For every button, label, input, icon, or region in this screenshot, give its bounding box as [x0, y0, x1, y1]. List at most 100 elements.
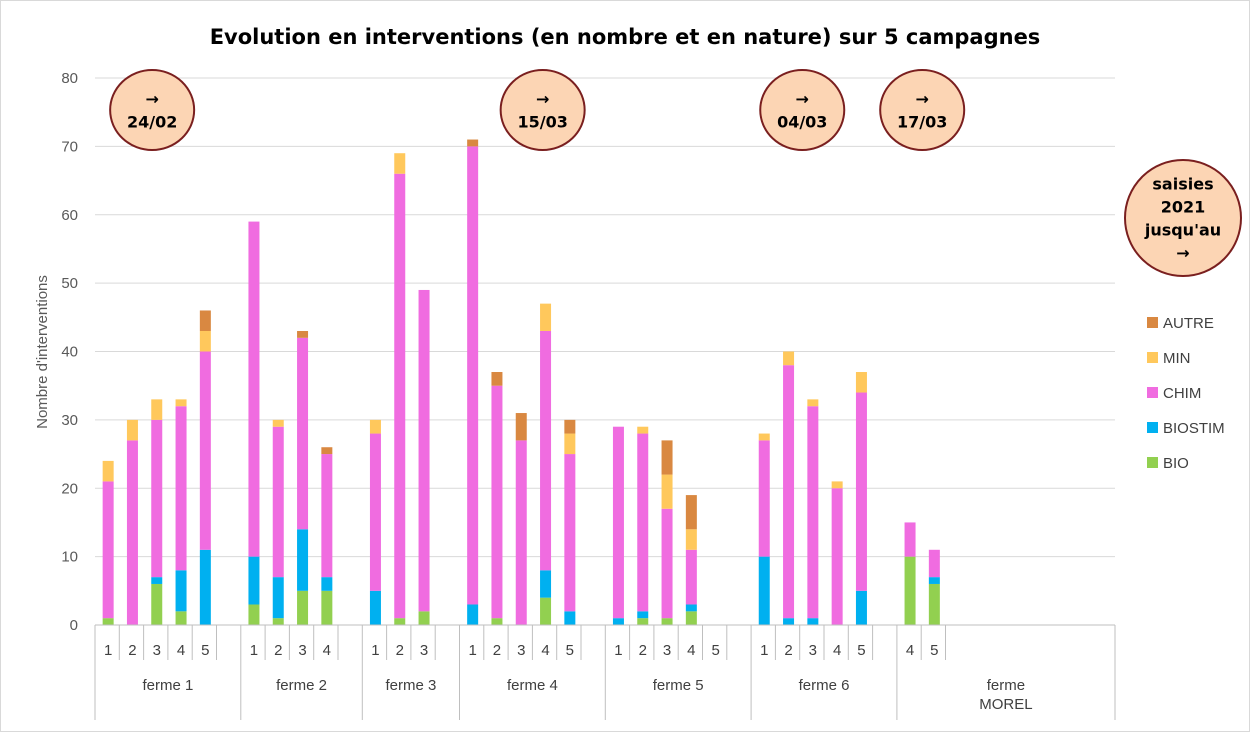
x-tick-label: 5: [711, 642, 719, 659]
x-tick-label: 5: [566, 642, 574, 659]
bar-biostim-ferme-2-3: [297, 529, 309, 591]
bar-autre-ferme-4-1: [467, 139, 479, 147]
annotation-text: 17/03: [897, 113, 947, 132]
bar-chim-ferme-5-4: [685, 549, 697, 605]
x-tick-label: 3: [153, 642, 161, 659]
legend-label-autre: AUTRE: [1163, 315, 1214, 332]
bar-biostim-ferme-4-1: [467, 604, 479, 625]
bar-chim-ferme-6-4: [831, 488, 843, 625]
x-tick-label: 3: [663, 642, 671, 659]
bar-biostim-ferme-2-4: [321, 577, 333, 591]
group-label: ferme 6: [799, 677, 850, 694]
x-tick-label: 1: [104, 642, 112, 659]
legend-label-biostim: BIOSTIM: [1163, 420, 1225, 437]
x-tick-label: 3: [420, 642, 428, 659]
y-tick-label: 10: [61, 549, 78, 566]
legend-swatch-min: [1147, 352, 1158, 363]
bar-biostim-ferme-4-5: [564, 611, 576, 625]
bar-min-ferme-6-4: [831, 481, 843, 489]
bar-min-ferme-3-2: [394, 153, 406, 174]
x-tick-label: 1: [468, 642, 476, 659]
bar-bio-ferme-1-1: [102, 618, 114, 625]
x-tick-label: 5: [201, 642, 209, 659]
y-tick-label: 70: [61, 138, 78, 155]
annotation-bubble: [1124, 159, 1242, 277]
bar-biostim-ferme-6-5: [855, 590, 867, 625]
bar-autre-ferme-4-2: [491, 372, 503, 386]
bar-chim-ferme-morel-4: [904, 522, 916, 557]
x-tick-label: 5: [857, 642, 865, 659]
bar-chim-ferme-6-3: [807, 406, 819, 619]
x-tick-label: 2: [639, 642, 647, 659]
annotation-text: →: [915, 90, 928, 109]
y-tick-label: 40: [61, 344, 78, 361]
bar-bio-ferme-1-4: [175, 611, 187, 625]
bar-bio-ferme-5-2: [637, 618, 649, 625]
bar-autre-ferme-1-5: [199, 310, 211, 331]
bar-biostim-ferme-1-4: [175, 570, 187, 612]
bar-autre-ferme-5-3: [661, 440, 673, 475]
bar-bio-ferme-4-4: [540, 597, 552, 625]
bar-chim-ferme-3-2: [394, 173, 406, 619]
x-tick-label: 1: [250, 642, 258, 659]
bar-chim-ferme-6-5: [855, 392, 867, 591]
legend-label-bio: BIO: [1163, 455, 1189, 472]
x-tick-label: 4: [323, 642, 331, 659]
x-tick-label: 5: [930, 642, 938, 659]
x-tick-label: 1: [760, 642, 768, 659]
bar-chim-ferme-morel-5: [928, 549, 940, 578]
bar-autre-ferme-5-4: [685, 495, 697, 530]
bar-chim-ferme-1-3: [151, 419, 163, 578]
bar-chim-ferme-4-1: [467, 146, 479, 605]
annotation-text: saisies: [1152, 175, 1213, 194]
bar-bio-ferme-5-3: [661, 618, 673, 625]
annotation-text: 24/02: [127, 113, 177, 132]
bar-min-ferme-5-4: [685, 529, 697, 550]
annotation-bubble: [759, 69, 846, 151]
bar-biostim-ferme-2-1: [248, 556, 260, 605]
bar-biostim-ferme-5-1: [612, 618, 624, 625]
bar-chim-ferme-2-2: [272, 426, 284, 578]
bar-bio-ferme-morel-5: [928, 583, 940, 625]
bar-autre-ferme-4-3: [515, 413, 527, 441]
group-label: ferme 4: [507, 677, 558, 694]
annotation-text: →: [796, 90, 809, 109]
bar-bio-ferme-morel-4: [904, 556, 916, 625]
bar-chim-ferme-5-3: [661, 508, 673, 619]
legend-swatch-chim: [1147, 387, 1158, 398]
bar-biostim-ferme-1-3: [151, 577, 163, 584]
y-tick-label: 80: [61, 70, 78, 87]
x-tick-label: 3: [809, 642, 817, 659]
x-tick-label: 3: [517, 642, 525, 659]
legend: AUTRE MIN CHIM BIOSTIM BIO: [1147, 315, 1225, 472]
gridlines: 0 10 20 30 40 50 60 70 80: [61, 70, 1115, 634]
bar-min-ferme-5-2: [637, 426, 649, 434]
bar-biostim-ferme-4-4: [540, 570, 552, 598]
bar-min-ferme-6-5: [855, 372, 867, 393]
bar-min-ferme-3-1: [369, 419, 381, 434]
annotations: → 24/02 → 15/03 → 04/03 → 17/03 saisies 2021 jusqu…: [109, 69, 1242, 277]
annotation-text: 2021: [1161, 198, 1206, 217]
bar-chim-ferme-3-3: [418, 289, 430, 612]
bar-chim-ferme-1-4: [175, 406, 187, 571]
bars: [102, 139, 940, 625]
bar-autre-ferme-2-3: [297, 330, 309, 338]
bar-chim-ferme-2-1: [248, 221, 260, 557]
y-tick-label: 50: [61, 275, 78, 292]
bar-chim-ferme-2-4: [321, 454, 333, 578]
bar-min-ferme-1-1: [102, 460, 114, 482]
x-tick-label: 2: [274, 642, 282, 659]
x-tick-label: 4: [687, 642, 695, 659]
bar-biostim-ferme-5-4: [685, 604, 697, 612]
group-label: MOREL: [979, 696, 1032, 713]
bar-bio-ferme-2-3: [297, 590, 309, 625]
bar-min-ferme-1-2: [126, 419, 138, 441]
x-tick-label: 1: [371, 642, 379, 659]
group-label: ferme 3: [385, 677, 436, 694]
x-tick-label: 3: [298, 642, 306, 659]
bar-min-ferme-5-3: [661, 474, 673, 509]
bar-biostim-ferme-3-1: [369, 590, 381, 625]
x-tick-label: 4: [177, 642, 185, 659]
